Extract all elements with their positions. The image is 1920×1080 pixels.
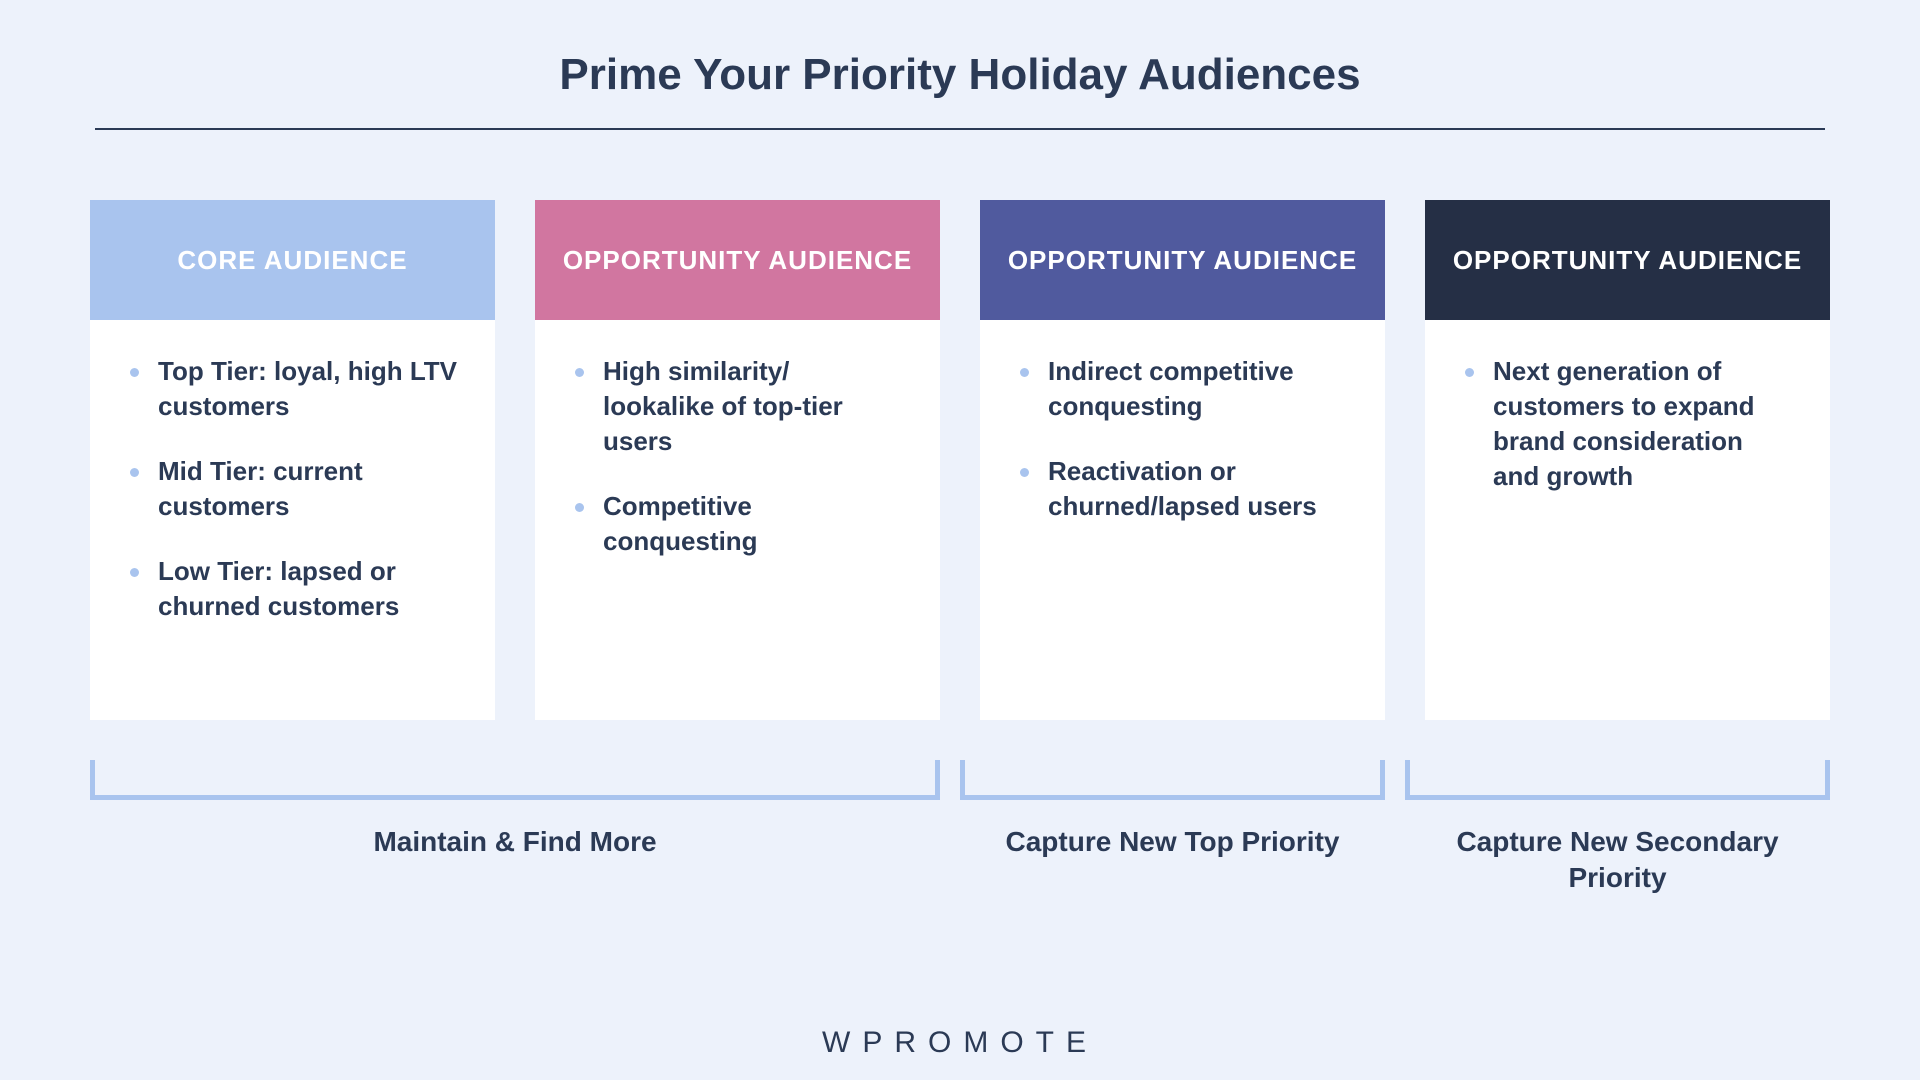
cards-row: CORE AUDIENCE Top Tier: loyal, high LTV …	[90, 200, 1830, 720]
card-opportunity-2: OPPORTUNITY AUDIENCE Indirect competitiv…	[980, 200, 1385, 720]
bracket-label: Capture New Top Priority	[1006, 824, 1340, 860]
bracket-line	[960, 760, 1385, 800]
card-body: High similarity/ lookalike of top-tier u…	[535, 320, 940, 619]
list-item: Low Tier: lapsed or churned customers	[124, 554, 461, 624]
list-item: Competitive conquesting	[569, 489, 906, 559]
card-body: Next generation of customers to expand b…	[1425, 320, 1830, 554]
title-divider	[95, 128, 1825, 130]
card-header: OPPORTUNITY AUDIENCE	[535, 200, 940, 320]
list-item: Next generation of customers to expand b…	[1459, 354, 1796, 494]
page-title: Prime Your Priority Holiday Audiences	[90, 50, 1830, 100]
card-core-audience: CORE AUDIENCE Top Tier: loyal, high LTV …	[90, 200, 495, 720]
bracket-secondary: Capture New Secondary Priority	[1405, 760, 1830, 897]
list-item: High similarity/ lookalike of top-tier u…	[569, 354, 906, 459]
list-item: Top Tier: loyal, high LTV customers	[124, 354, 461, 424]
bracket-line	[90, 760, 940, 800]
list-item: Indirect competitive conquesting	[1014, 354, 1351, 424]
card-body: Top Tier: loyal, high LTV customers Mid …	[90, 320, 495, 685]
card-opportunity-3: OPPORTUNITY AUDIENCE Next generation of …	[1425, 200, 1830, 720]
card-opportunity-1: OPPORTUNITY AUDIENCE High similarity/ lo…	[535, 200, 940, 720]
card-body: Indirect competitive conquesting Reactiv…	[980, 320, 1385, 584]
card-header: CORE AUDIENCE	[90, 200, 495, 320]
wpromote-logo: WPROMOTE	[822, 1026, 1098, 1060]
bracket-maintain: Maintain & Find More	[90, 760, 940, 897]
card-header: OPPORTUNITY AUDIENCE	[1425, 200, 1830, 320]
bracket-label: Maintain & Find More	[373, 824, 656, 860]
list-item: Mid Tier: current customers	[124, 454, 461, 524]
card-header: OPPORTUNITY AUDIENCE	[980, 200, 1385, 320]
list-item: Reactivation or churned/lapsed users	[1014, 454, 1351, 524]
bracket-label: Capture New Secondary Priority	[1405, 824, 1830, 897]
bracket-line	[1405, 760, 1830, 800]
bracket-top-priority: Capture New Top Priority	[960, 760, 1385, 897]
brackets-row: Maintain & Find More Capture New Top Pri…	[90, 760, 1830, 897]
